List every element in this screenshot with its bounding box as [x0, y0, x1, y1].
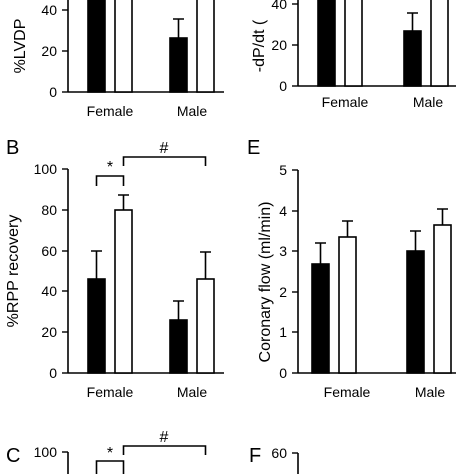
flow-err-male-open — [437, 208, 448, 225]
flow-ytick-label: 0 — [279, 365, 287, 381]
flow-xlabel-male: Male — [415, 384, 446, 400]
rpp-sig-star: * — [107, 159, 113, 176]
rpp-err-female-filled — [91, 250, 102, 279]
dpdt-ytick: 0 — [279, 78, 298, 94]
lvdp-ytick-label: 0 — [49, 84, 57, 100]
rpp-bar-male-filled — [169, 319, 188, 374]
flow-ytick-label: 1 — [279, 324, 287, 340]
panel-f-ytick-label: 60 — [271, 445, 287, 461]
rpp-ytick: 20 — [41, 324, 68, 340]
flow-bar-male-open — [433, 224, 452, 374]
rpp-ytick-label: 100 — [34, 161, 58, 177]
flow-ytick: 3 — [279, 243, 298, 259]
panel-label-f: F — [249, 445, 261, 467]
flow-ytick-label: 5 — [279, 162, 287, 178]
rpp-xlabel-female: Female — [87, 384, 134, 400]
dpdt-ylabel: -dP/dt ( — [251, 19, 268, 72]
flow-ytick: 0 — [279, 365, 298, 381]
flow-err-female-filled — [315, 242, 326, 264]
lvdp-bar-female-open — [114, 0, 133, 93]
rpp-ytick-label: 20 — [41, 324, 57, 340]
rpp-bar-female-filled — [87, 278, 106, 374]
chart-rpp: B %RPP recovery 0 20 40 60 80 100 — [5, 137, 224, 400]
rpp-ytick: 40 — [41, 283, 68, 299]
lvdp-err-male-filled — [173, 18, 184, 38]
chart-coronary-flow: E Coronary flow (ml/min) 0 1 2 3 4 5 — [247, 137, 456, 400]
dpdt-ytick-label: 40 — [271, 0, 287, 12]
rpp-err-male-filled — [173, 300, 184, 320]
lvdp-xlabel-male: Male — [177, 103, 208, 119]
flow-err-male-filled — [410, 230, 421, 251]
rpp-bar-male-open — [196, 278, 215, 374]
flow-ytick: 1 — [279, 324, 298, 340]
rpp-err-male-open — [200, 251, 211, 279]
flow-ytick-label: 3 — [279, 243, 287, 259]
dpdt-ytick-label: 0 — [279, 78, 287, 94]
flow-ytick: 2 — [279, 284, 298, 300]
panel-c-ytick: 100 — [34, 444, 68, 460]
flow-bar-male-filled — [406, 250, 425, 374]
flow-ytick-label: 4 — [279, 203, 287, 219]
panel-c-sig-hash: # — [160, 429, 169, 446]
panel-c-ytick-label: 100 — [34, 444, 58, 460]
lvdp-xlabel-female: Female — [87, 103, 134, 119]
rpp-ylabel: %RPP recovery — [5, 215, 22, 328]
rpp-sig-bracket-star — [95, 175, 125, 186]
lvdp-ytick: 40 — [41, 2, 68, 18]
panel-label-c: C — [6, 445, 20, 467]
flow-ytick: 5 — [279, 162, 298, 178]
chart-panel-c: C 100 * # — [6, 429, 207, 474]
dpdt-bar-female-open — [344, 0, 363, 87]
chart-panel-f: F 60 — [249, 445, 299, 474]
rpp-xlabel-male: Male — [177, 384, 208, 400]
flow-ytick-label: 2 — [279, 284, 287, 300]
chart-dpdt: -dP/dt ( 0 20 40 Female Male — [251, 0, 456, 110]
panel-c-sig-bracket-star — [95, 460, 125, 474]
panel-c-sig-bracket-hash — [122, 445, 207, 455]
rpp-ytick-label: 0 — [49, 365, 57, 381]
lvdp-ytick: 20 — [41, 43, 68, 59]
flow-xlabel-female: Female — [324, 384, 371, 400]
panel-label-b: B — [6, 137, 19, 159]
rpp-ytick: 0 — [49, 365, 68, 381]
panel-c-sig-star: * — [107, 445, 113, 462]
lvdp-bar-male-open — [196, 0, 215, 93]
dpdt-ytick-label: 20 — [271, 37, 287, 53]
lvdp-ytick-label: 40 — [41, 2, 57, 18]
lvdp-ytick: 0 — [49, 84, 68, 100]
dpdt-xlabel-female: Female — [322, 94, 369, 110]
rpp-ytick: 80 — [41, 202, 68, 218]
flow-err-female-open — [342, 220, 353, 237]
rpp-ytick-label: 40 — [41, 283, 57, 299]
lvdp-ytick-label: 20 — [41, 43, 57, 59]
dpdt-bar-male-filled — [403, 30, 422, 87]
dpdt-err-male-filled — [407, 12, 418, 31]
rpp-ytick: 60 — [41, 243, 68, 259]
flow-bar-female-open — [338, 236, 357, 374]
rpp-ytick-label: 80 — [41, 202, 57, 218]
flow-ylabel: Coronary flow (ml/min) — [257, 202, 274, 363]
rpp-bar-female-open — [114, 209, 133, 374]
dpdt-xlabel-male: Male — [413, 94, 444, 110]
rpp-ytick: 100 — [34, 161, 68, 177]
lvdp-ylabel: %LVDP — [12, 19, 29, 74]
rpp-sig-bracket-hash — [122, 156, 207, 166]
chart-lvdp: %LVDP 0 20 40 Female Male — [12, 0, 224, 119]
flow-ytick: 4 — [279, 203, 298, 219]
dpdt-ytick: 40 — [271, 0, 298, 12]
dpdt-bar-male-open — [430, 0, 449, 87]
panel-label-e: E — [247, 137, 260, 159]
lvdp-bar-male-filled — [169, 37, 188, 93]
rpp-sig-hash: # — [160, 140, 169, 157]
flow-bar-female-filled — [311, 263, 330, 374]
dpdt-bar-female-filled — [317, 0, 336, 87]
lvdp-bar-female-filled — [87, 0, 106, 93]
dpdt-ytick: 20 — [271, 37, 298, 53]
rpp-ytick-label: 60 — [41, 243, 57, 259]
panel-f-ytick: 60 — [271, 445, 298, 461]
rpp-err-female-open — [118, 194, 129, 210]
